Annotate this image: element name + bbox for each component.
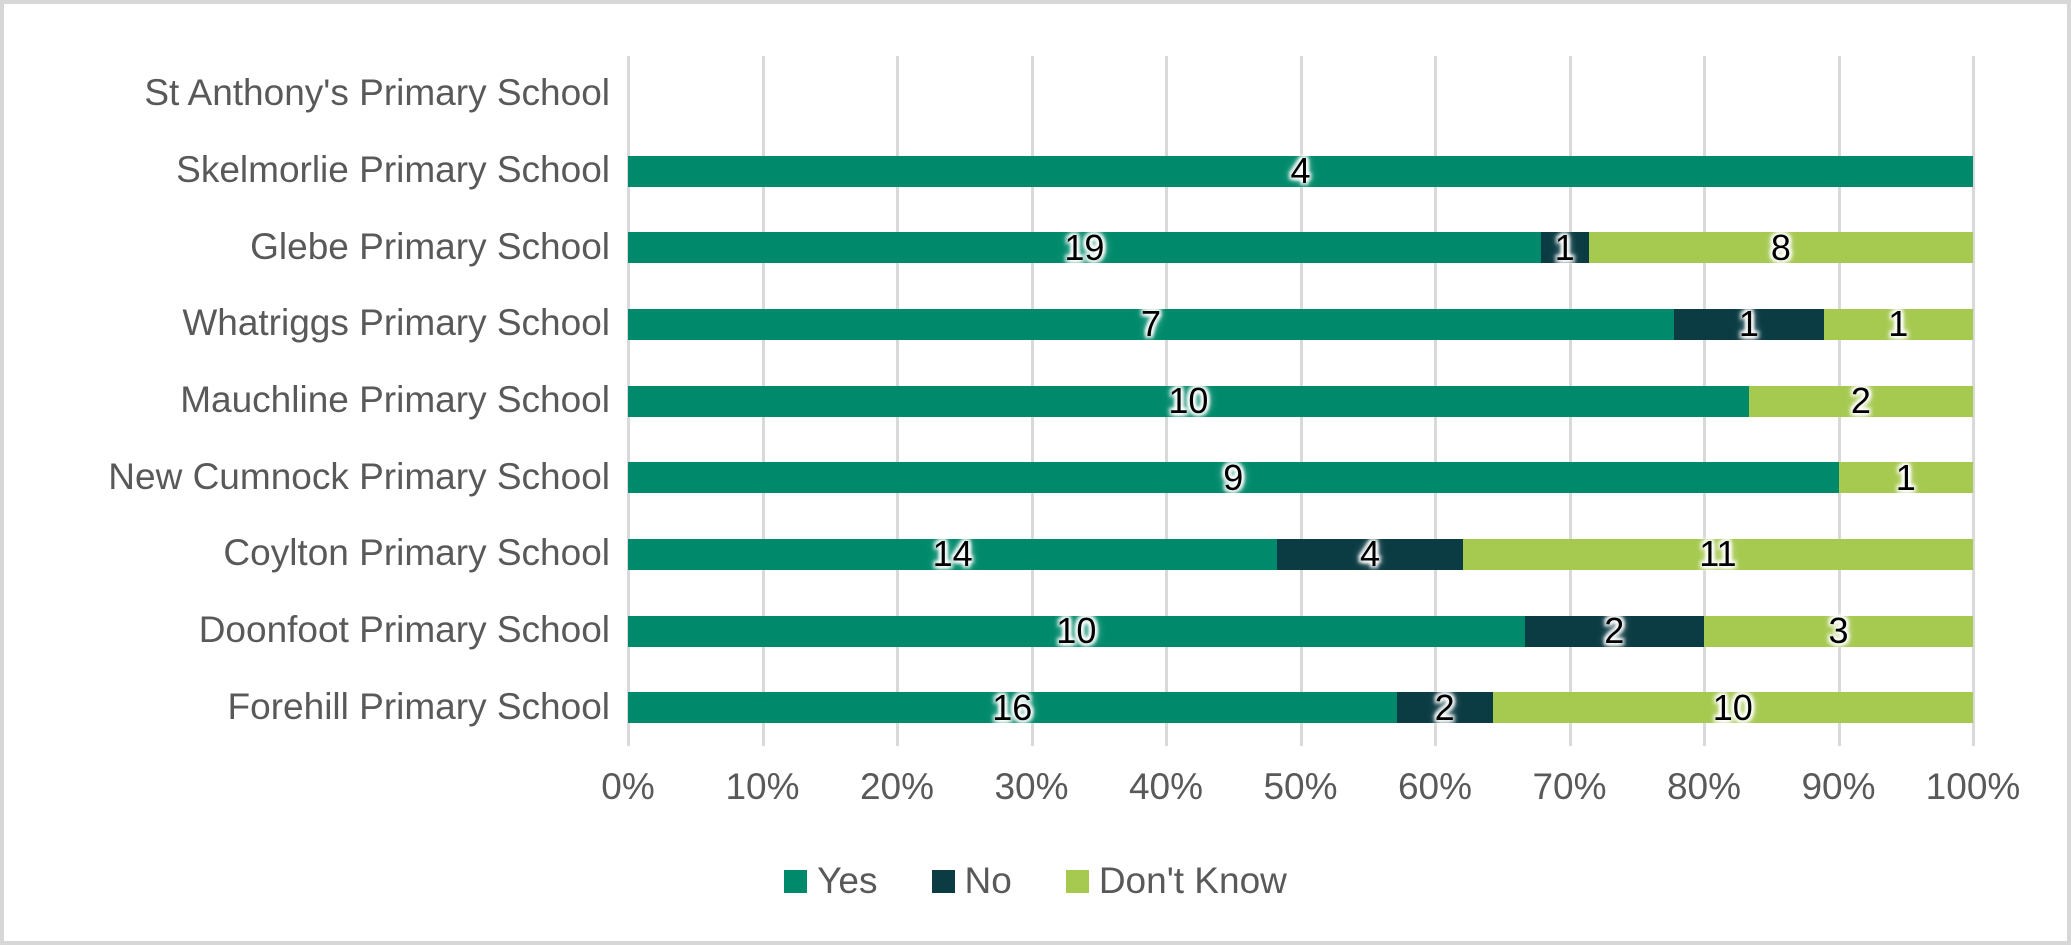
category-label: Glebe Primary School	[250, 225, 610, 267]
x-tick-label: 60%	[1397, 766, 1473, 807]
category-label: Forehill Primary School	[227, 685, 610, 727]
x-tick-label: 10%	[725, 766, 800, 807]
bar-row: 4	[628, 150, 1973, 191]
data-label: 9	[1223, 456, 1244, 498]
bar-row: 10 2 3	[628, 610, 1973, 651]
gridline	[1972, 56, 1975, 746]
data-label: 4	[1360, 533, 1381, 575]
bar-segment-yes: 10	[628, 380, 1749, 421]
bar-row: 7 1 1	[628, 303, 1973, 345]
x-tick-label: 70%	[1532, 766, 1607, 807]
bar-segment-yes: 9	[628, 456, 1839, 498]
category-label: Mauchline Primary School	[180, 379, 610, 420]
bar-segment-no: 4	[1277, 533, 1463, 575]
data-label: 16	[992, 686, 1033, 728]
x-tick-label: 20%	[859, 766, 935, 807]
legend-item-dont-know: Don't Know	[1065, 860, 1287, 902]
category-label: Doonfoot Primary School	[198, 609, 610, 650]
x-tick-label: 30%	[994, 766, 1069, 807]
x-axis: 0% 10% 20% 30% 40% 50% 60% 70% 80% 90% 100%	[4, 766, 2067, 812]
bar-segment-yes: 7	[628, 303, 1675, 345]
data-label: 19	[1064, 226, 1105, 268]
legend-swatch-no	[931, 869, 955, 893]
data-label: 1	[1888, 303, 1909, 345]
legend-swatch-dont-know	[1065, 869, 1089, 893]
category-label: Coylton Primary School	[223, 532, 610, 574]
bar-segment-yes: 10	[628, 610, 1525, 651]
bar-segment-no: 1	[1540, 226, 1589, 268]
bar-segment-yes: 19	[628, 226, 1541, 268]
bar-segment-yes: 4	[628, 150, 1973, 191]
bar-segment-yes: 16	[628, 686, 1397, 728]
data-label: 2	[1604, 610, 1625, 651]
bar-row: 19 1 8	[628, 226, 1973, 268]
x-tick-label: 90%	[1801, 766, 1876, 807]
data-label: 3	[1828, 610, 1849, 651]
legend-label: Yes	[817, 860, 878, 901]
plot-area: 4 19 1 8 7 1 1 10 2 9 1 14 4 11 10 2 3 16 2 10	[627, 56, 1975, 746]
data-label: 1	[1738, 303, 1759, 345]
x-tick-label: 40%	[1128, 766, 1204, 807]
bar-segment-dont-know: 1	[1838, 456, 1973, 498]
data-label: 10	[1168, 380, 1209, 421]
bar-row: 16 2 10	[628, 686, 1973, 728]
bar-segment-dont-know: 2	[1748, 380, 1973, 421]
category-label: Skelmorlie Primary School	[176, 149, 610, 190]
bar-segment-yes: 14	[628, 533, 1278, 575]
data-label: 1	[1554, 226, 1575, 268]
category-label: Whatriggs Primary School	[182, 302, 610, 344]
bar-segment-dont-know: 8	[1588, 226, 1973, 268]
bar-segment-no: 2	[1396, 686, 1493, 728]
legend: Yes No Don't Know	[4, 860, 2067, 902]
data-label: 1	[1895, 456, 1916, 498]
legend-item-no: No	[931, 860, 1012, 902]
data-label: 10	[1056, 610, 1097, 651]
bar-segment-no: 2	[1524, 610, 1704, 651]
data-label: 8	[1770, 226, 1791, 268]
data-label: 2	[1850, 380, 1871, 421]
x-tick-label: 100%	[1925, 766, 2021, 807]
bar-segment-dont-know: 11	[1462, 533, 1973, 575]
legend-swatch-yes	[784, 869, 808, 893]
data-label: 10	[1712, 686, 1753, 728]
bar-segment-dont-know: 3	[1703, 610, 1973, 651]
bar-segment-dont-know: 1	[1823, 303, 1973, 345]
x-tick-label: 0%	[601, 766, 655, 807]
data-label: 14	[932, 533, 973, 575]
legend-label: Don't Know	[1098, 860, 1287, 901]
data-label: 7	[1141, 303, 1162, 345]
bar-segment-dont-know: 10	[1492, 686, 1973, 728]
bar-row: 14 4 11	[628, 533, 1973, 575]
legend-item-yes: Yes	[784, 860, 878, 902]
category-label: New Cumnock Primary School	[108, 455, 610, 497]
category-label: St Anthony's Primary School	[144, 72, 610, 114]
legend-label: No	[964, 860, 1012, 901]
bar-row: 10 2	[628, 380, 1973, 421]
bar-segment-no: 1	[1674, 303, 1824, 345]
data-label: 4	[1290, 150, 1311, 191]
data-label: 2	[1434, 686, 1455, 728]
data-label: 11	[1699, 533, 1737, 575]
x-tick-label: 80%	[1666, 766, 1742, 807]
x-tick-label: 50%	[1263, 766, 1338, 807]
